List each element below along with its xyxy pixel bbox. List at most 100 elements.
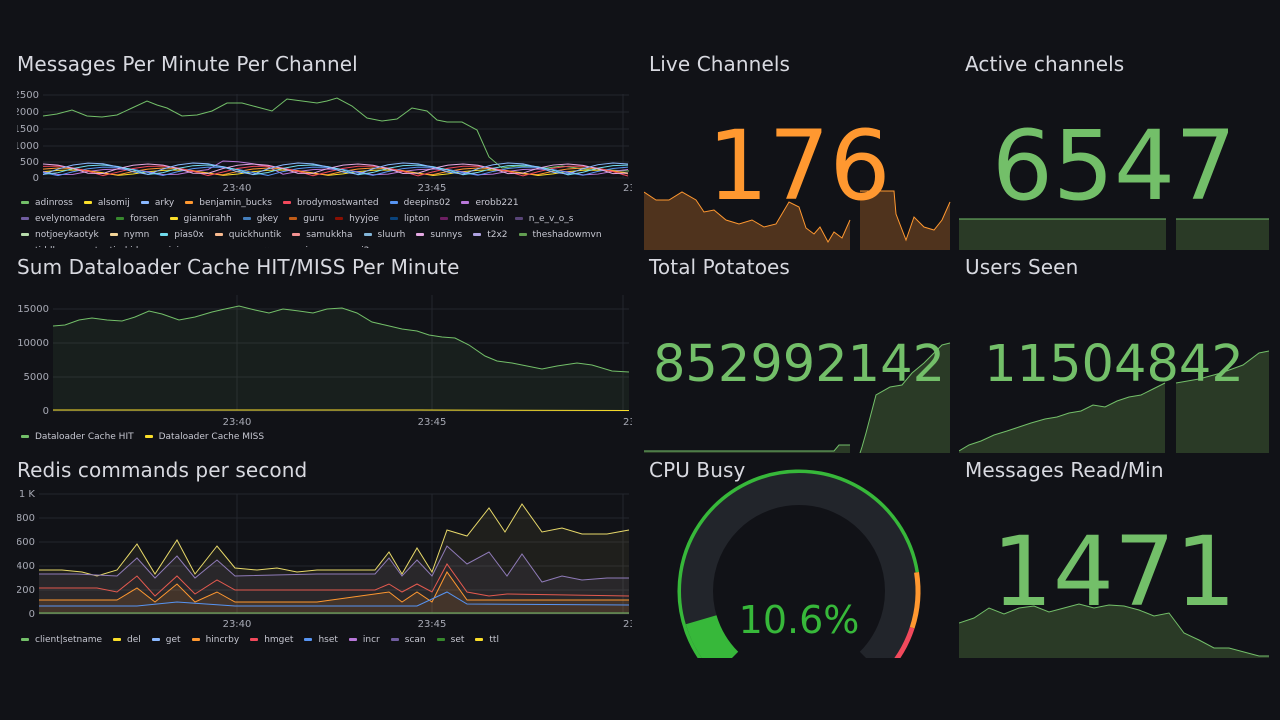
- active-channels-panel[interactable]: Active channels 6547: [959, 52, 1269, 250]
- legend-label: Dataloader Cache HIT: [35, 432, 134, 442]
- legend-item[interactable]: evelynomadera: [21, 211, 105, 227]
- legend-item[interactable]: incr: [348, 632, 380, 648]
- gauge-critical-arc: [894, 626, 915, 658]
- legend-label: incr: [362, 635, 380, 645]
- legend-swatch: [250, 638, 259, 641]
- legend-swatch: [21, 638, 29, 641]
- messages-read-title: Messages Read/Min: [965, 458, 1164, 482]
- legend-item[interactable]: adinross: [21, 195, 73, 211]
- legend-label: client|setname: [35, 635, 103, 645]
- legend-label: vixi: [163, 246, 179, 248]
- legend-item[interactable]: forsen: [116, 211, 159, 227]
- redis-legend: client|setname del get hincrby hmget hset incr…: [21, 632, 621, 648]
- legend-item[interactable]: hincrby: [191, 632, 239, 648]
- legend-item[interactable]: ttl: [475, 632, 499, 648]
- y-tick-label: 15000: [17, 304, 49, 315]
- legend-item[interactable]: deepins02: [389, 195, 451, 211]
- y-tick-label: 0: [29, 609, 35, 620]
- legend-item[interactable]: guru: [289, 211, 324, 227]
- legend-item[interactable]: arky: [140, 195, 174, 211]
- legend-item[interactable]: tiddlesz: [21, 243, 70, 248]
- legend-item[interactable]: notjoeykaotyk: [21, 227, 99, 243]
- legend-item[interactable]: Dataloader Cache HIT: [21, 429, 134, 445]
- y-tick-label: 1 K: [19, 489, 36, 500]
- legend-label: alsomij: [97, 198, 130, 208]
- legend-item[interactable]: t2x2: [473, 227, 508, 243]
- legend-item[interactable]: erobb221: [461, 195, 519, 211]
- legend-label: evelynomadera: [35, 214, 106, 224]
- legend-item[interactable]: del: [113, 632, 141, 648]
- legend-item[interactable]: sluurh: [363, 227, 405, 243]
- legend-item[interactable]: quickhuntik: [214, 227, 281, 243]
- legend-swatch: [185, 201, 194, 204]
- legend-item[interactable]: yourragegaming: [231, 243, 319, 248]
- legend-label: t2x2: [487, 230, 508, 240]
- cache-chart[interactable]: 15000 10000 5000 0 23:40 23:45 23:5: [17, 287, 632, 435]
- legend-item[interactable]: client|setname: [21, 632, 102, 648]
- legend-item[interactable]: scan: [390, 632, 426, 648]
- messages-read-panel[interactable]: Messages Read/Min 1471: [959, 458, 1269, 658]
- legend-item[interactable]: sunnys: [416, 227, 462, 243]
- redis-chart[interactable]: 1 K 800 600 400 200 0 23:40 23:45 23:5: [17, 488, 632, 638]
- legend-item[interactable]: benjamin_bucks: [185, 195, 272, 211]
- legend-swatch: [348, 638, 357, 641]
- legend-item[interactable]: brodymostwanted: [282, 195, 379, 211]
- cpu-busy-title: CPU Busy: [649, 458, 746, 482]
- cache-hit-area: [53, 306, 629, 411]
- messages-per-minute-panel[interactable]: Messages Per Minute Per Channel 2500 2000…: [17, 52, 632, 248]
- legend-label: forsen: [130, 214, 159, 224]
- users-seen-panel[interactable]: Users Seen 11504842: [959, 255, 1269, 453]
- cache-hit-miss-panel[interactable]: Sum Dataloader Cache HIT/MISS Per Minute…: [17, 255, 632, 450]
- legend-item[interactable]: alsomij: [83, 195, 130, 211]
- legend-label: deepins02: [403, 198, 451, 208]
- legend-item[interactable]: samukkha: [292, 227, 353, 243]
- users-seen-value: 11504842: [984, 335, 1244, 394]
- live-channels-value: 176: [707, 110, 891, 222]
- legend-item[interactable]: n_e_v_o_s: [514, 211, 574, 227]
- legend-swatch: [21, 233, 29, 236]
- legend-item[interactable]: xqc: [190, 243, 220, 248]
- legend-item[interactable]: theshadowmvn: [518, 227, 602, 243]
- y-tick-label: 0: [43, 406, 49, 417]
- total-potatoes-panel[interactable]: Total Potatoes 852992142: [644, 255, 954, 453]
- legend-swatch: [191, 638, 200, 641]
- legend-item[interactable]: set: [436, 632, 464, 648]
- legend-item[interactable]: yugi2x: [330, 243, 374, 248]
- redis-commands-panel[interactable]: Redis commands per second 1 K 800 600 400 20…: [17, 458, 632, 653]
- messages-legend: adinross alsomij arky benjamin_bucks brodymo…: [21, 195, 621, 248]
- legend-label: ttl: [489, 635, 499, 645]
- legend-item[interactable]: get: [151, 632, 181, 648]
- cpu-busy-value: 10.6%: [738, 598, 860, 642]
- legend-item[interactable]: lipton: [389, 211, 429, 227]
- legend-swatch: [289, 217, 298, 220]
- legend-label: tiddlesz: [35, 246, 70, 248]
- legend-item[interactable]: gkey: [242, 211, 279, 227]
- hincrby-line: [39, 571, 629, 603]
- messages-read-sparkline: [959, 603, 1269, 658]
- legend-item[interactable]: pias0x: [160, 227, 204, 243]
- legend-label: guru: [303, 214, 325, 224]
- legend-item[interactable]: nymn: [109, 227, 149, 243]
- legend-label: adinross: [35, 198, 73, 208]
- scan-line: [39, 545, 629, 583]
- y-tick-label: 200: [17, 585, 35, 596]
- legend-item[interactable]: hset: [304, 632, 338, 648]
- cpu-busy-gauge: [677, 469, 921, 658]
- legend-swatch: [113, 638, 122, 641]
- legend-item[interactable]: hmget: [250, 632, 293, 648]
- legend-item[interactable]: giannirahh: [169, 211, 232, 227]
- y-tick-label: 1500: [17, 124, 39, 135]
- legend-item[interactable]: mdswervin: [440, 211, 504, 227]
- legend-item[interactable]: Dataloader Cache MISS: [144, 429, 264, 445]
- legend-item[interactable]: hyyjoe: [335, 211, 379, 227]
- cpu-busy-panel[interactable]: CPU Busy 10.6%: [644, 458, 954, 658]
- legend-item[interactable]: vixi: [149, 243, 179, 248]
- legend-item[interactable]: toptierkid: [81, 243, 138, 248]
- x-tick-label: 23:40: [223, 619, 252, 630]
- legend-label: benjamin_bucks: [199, 198, 272, 208]
- live-channels-panel[interactable]: Live Channels 176: [644, 52, 954, 250]
- del-line: [39, 503, 630, 577]
- adinross-line: [42, 97, 630, 172]
- legend-label: gkey: [256, 214, 279, 224]
